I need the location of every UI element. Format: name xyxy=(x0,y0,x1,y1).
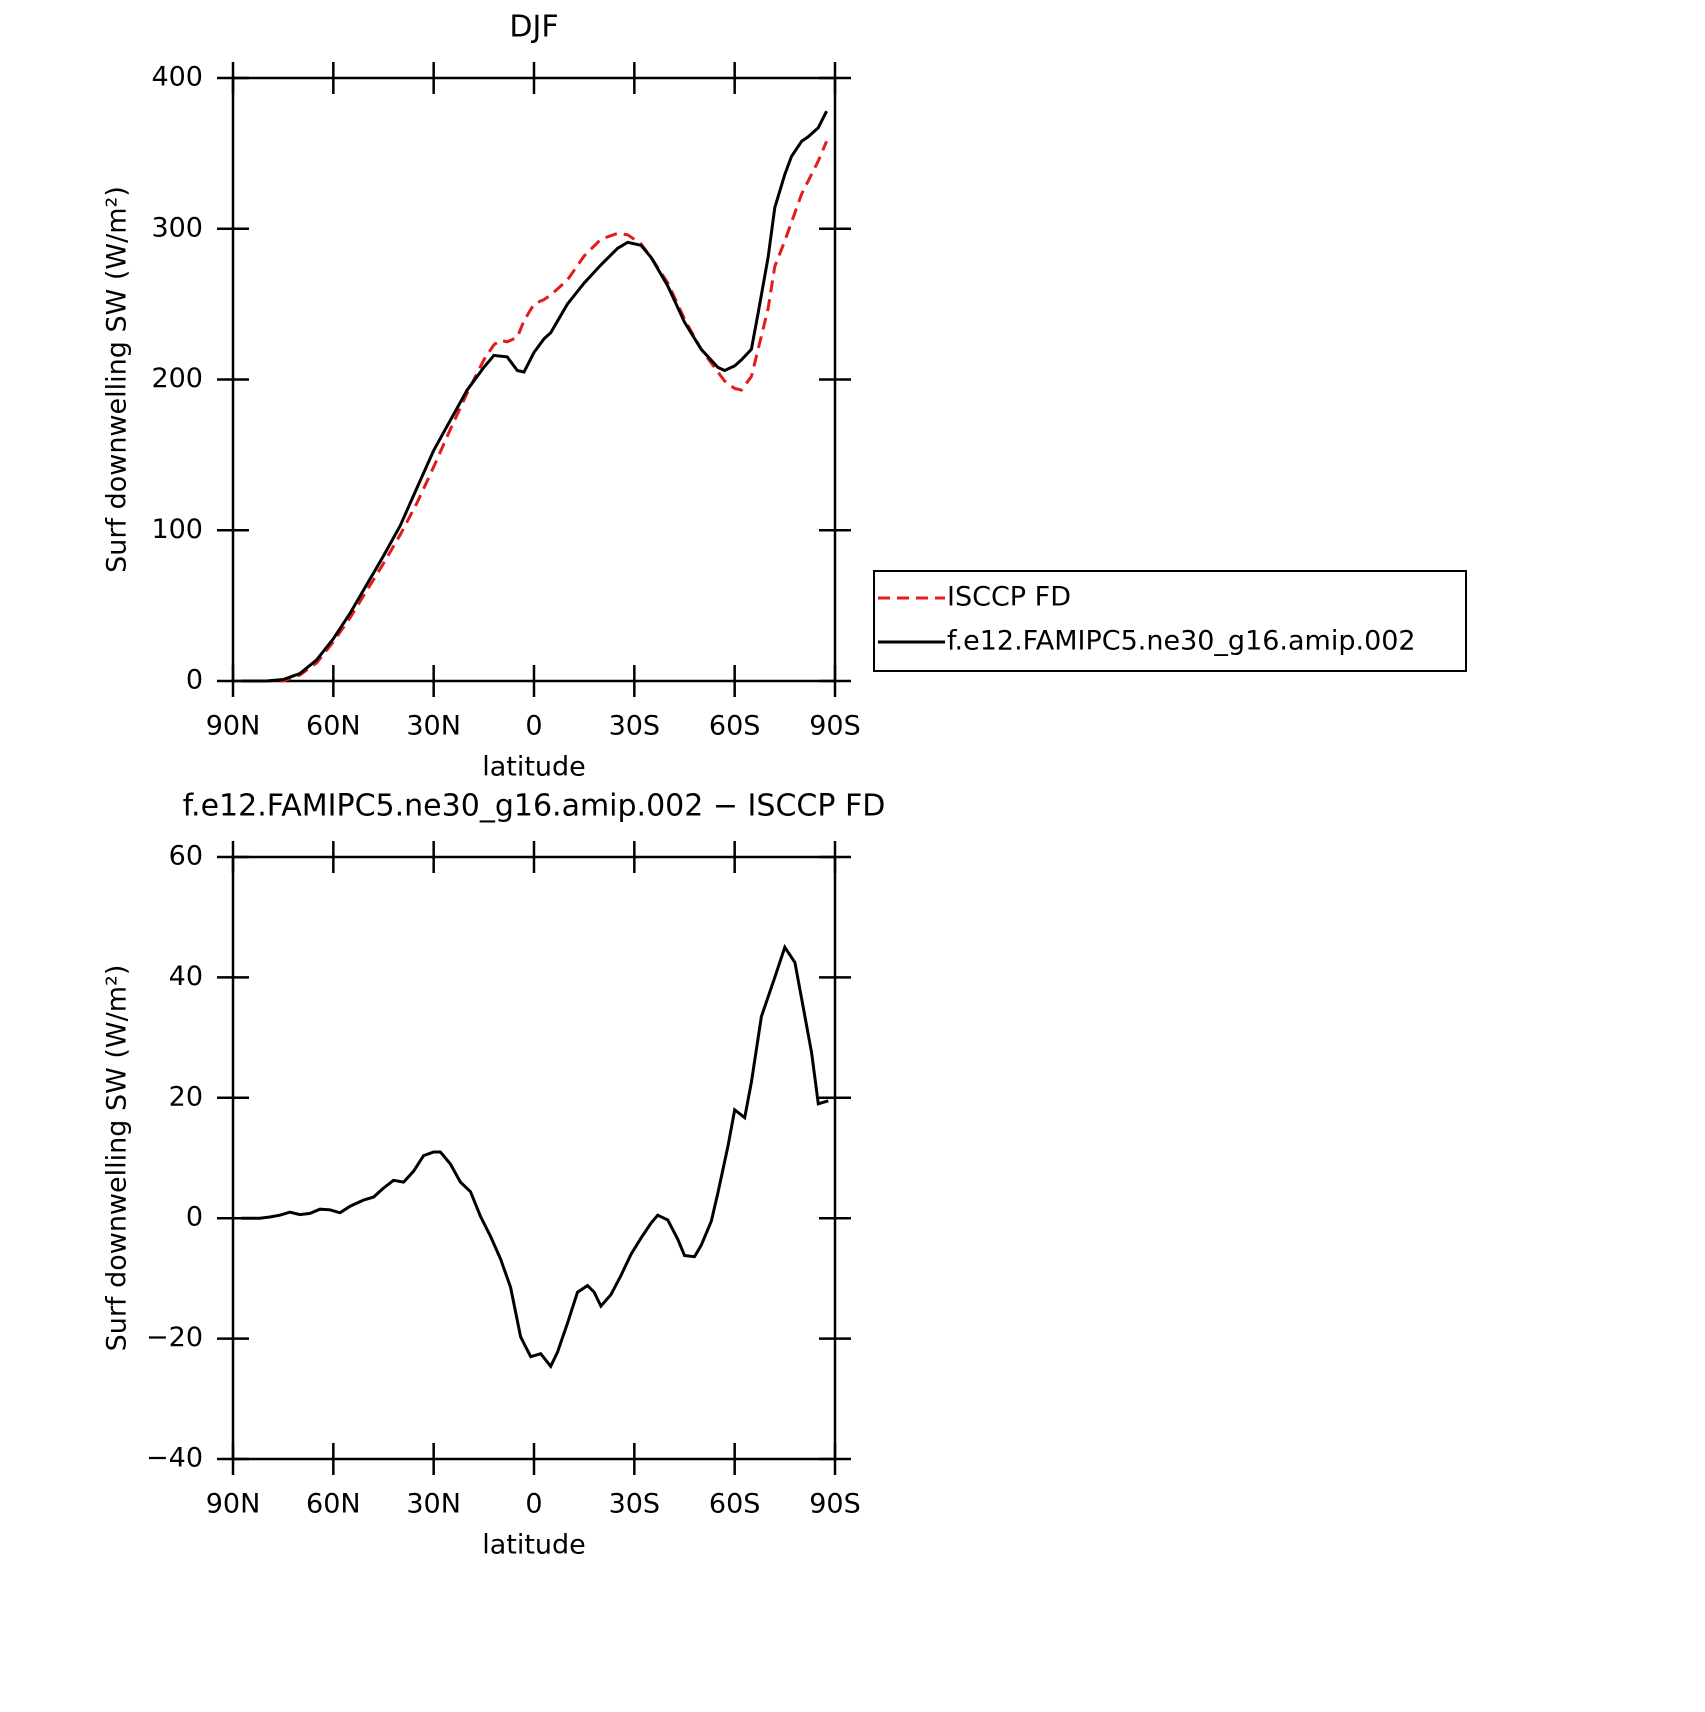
x-tick-label: 60N xyxy=(306,1489,361,1520)
data-line xyxy=(241,110,828,683)
x-tick-label: 30S xyxy=(609,711,661,742)
x-tick-label: 30N xyxy=(406,711,461,742)
y-tick-label: 60 xyxy=(169,841,203,872)
y-tick-label: −40 xyxy=(146,1443,203,1474)
x-tick-label: 0 xyxy=(525,1489,542,1520)
x-axis-label: latitude xyxy=(482,752,586,783)
y-tick-label: 400 xyxy=(151,62,203,93)
x-tick-label: 90S xyxy=(809,1489,861,1520)
chart-title: f.e12.FAMIPC5.ne30_g16.amip.002 − ISCCP … xyxy=(183,789,886,824)
plot-frame xyxy=(231,855,837,1461)
x-tick-label: 0 xyxy=(525,711,542,742)
x-tick-label: 60S xyxy=(709,1489,761,1520)
y-tick-label: −20 xyxy=(146,1322,203,1353)
legend: ISCCP FD f.e12.FAMIPC5.ne30_g16.amip.002 xyxy=(873,570,1467,672)
y-axis-label: Surf downwelling SW (W/m²) xyxy=(102,965,133,1352)
data-line xyxy=(241,943,829,1370)
x-tick-label: 90N xyxy=(206,1489,261,1520)
y-tick-label: 0 xyxy=(186,1202,203,1233)
x-tick-label: 30S xyxy=(609,1489,661,1520)
legend-label: ISCCP FD xyxy=(947,582,1071,613)
x-tick-label: 60N xyxy=(306,711,361,742)
plot-frame xyxy=(231,76,837,683)
legend-label: f.e12.FAMIPC5.ne30_g16.amip.002 xyxy=(947,626,1416,657)
x-tick-label: 90S xyxy=(809,711,861,742)
x-tick-label: 90N xyxy=(206,711,261,742)
y-tick-label: 0 xyxy=(186,665,203,696)
y-tick-label: 20 xyxy=(169,1081,203,1112)
y-tick-label: 40 xyxy=(169,961,203,992)
x-tick-label: 30N xyxy=(406,1489,461,1520)
legend-box xyxy=(873,570,1467,672)
chart-title: DJF xyxy=(509,10,558,45)
y-tick-label: 300 xyxy=(151,212,203,243)
x-tick-label: 60S xyxy=(709,711,761,742)
y-tick-label: 100 xyxy=(151,514,203,545)
y-axis-label: Surf downwelling SW (W/m²) xyxy=(102,186,133,573)
y-tick-label: 200 xyxy=(151,363,203,394)
data-line xyxy=(241,140,828,683)
x-axis-label: latitude xyxy=(482,1530,586,1561)
